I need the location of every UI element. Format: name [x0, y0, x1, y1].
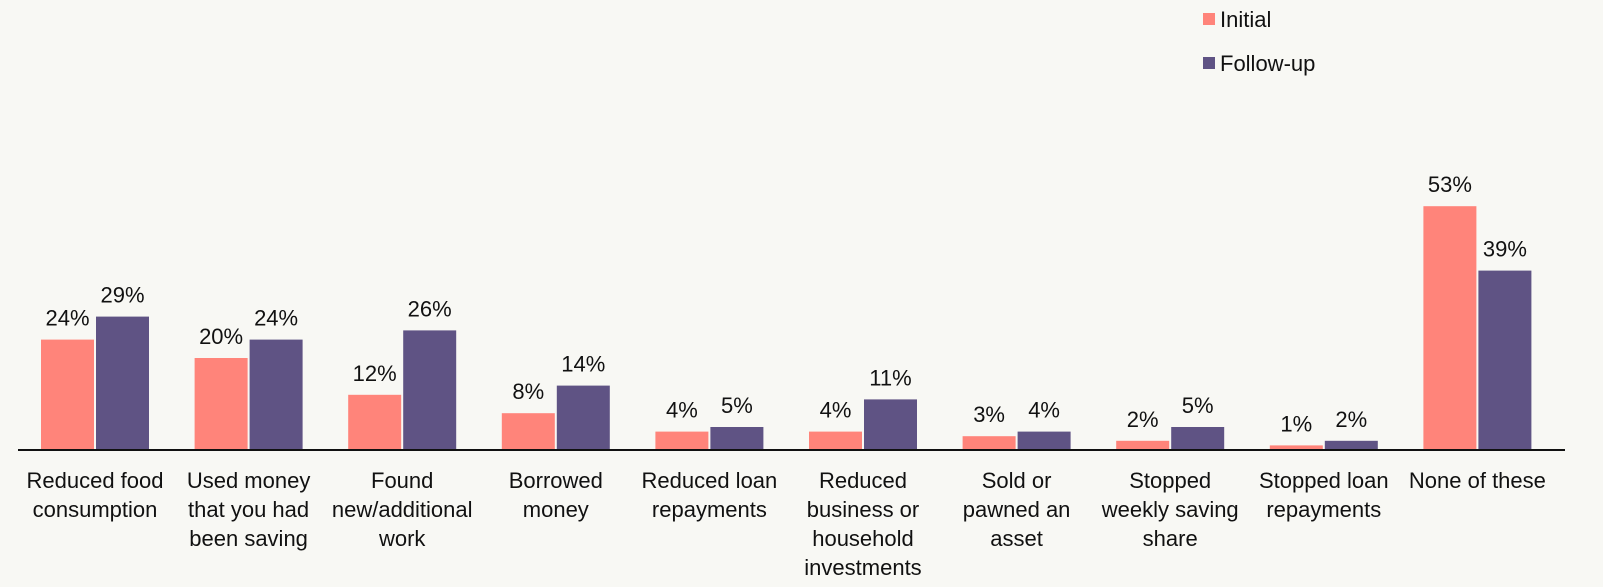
value-label-follow-up-0: 29%	[100, 283, 144, 308]
value-label-initial-6: 3%	[973, 402, 1005, 427]
category-label-3: Borrowed money	[509, 468, 603, 522]
bar-initial-5	[809, 431, 862, 450]
category-label-9: None of these	[1409, 468, 1546, 493]
bar-initial-2	[348, 394, 402, 450]
value-label-follow-up-3: 14%	[561, 352, 605, 377]
category-label-2: Found new/additional work	[332, 468, 473, 551]
bar-initial-7	[1116, 440, 1170, 450]
bar-follow-up-8	[1324, 440, 1378, 450]
category-label-6: Sold or pawned an asset	[963, 468, 1071, 551]
value-label-follow-up-1: 24%	[254, 306, 298, 331]
value-label-follow-up-8: 2%	[1335, 407, 1367, 432]
bar-follow-up-7	[1171, 427, 1225, 450]
value-label-follow-up-2: 26%	[408, 296, 452, 321]
legend-swatch-initial	[1203, 13, 1215, 25]
value-label-initial-1: 20%	[199, 324, 243, 349]
value-label-follow-up-6: 4%	[1028, 398, 1060, 423]
bar-follow-up-1	[249, 339, 303, 450]
value-label-initial-4: 4%	[666, 398, 698, 423]
bar-follow-up-5	[864, 399, 917, 450]
category-label-8: Stopped loan repayments	[1259, 468, 1389, 522]
value-label-follow-up-7: 5%	[1182, 393, 1214, 418]
value-label-initial-7: 2%	[1127, 407, 1159, 432]
value-labels-layer: 24% 29% 20% 24% 12% 26% 8% 14% 4% 5% 4% 11% 3% 4% 2% 5%…	[45, 172, 1526, 436]
bar-initial-1	[194, 358, 248, 450]
value-label-follow-up-4: 5%	[721, 393, 753, 418]
value-label-initial-2: 12%	[353, 361, 397, 386]
bar-follow-up-3	[556, 385, 610, 450]
bar-initial-8	[1269, 445, 1323, 450]
bar-initial-0	[41, 339, 94, 450]
bar-follow-up-9	[1478, 270, 1532, 450]
value-label-initial-8: 1%	[1280, 411, 1312, 436]
category-label-1: Used money that you had been saving	[187, 468, 311, 551]
legend-label-initial: Initial	[1220, 7, 1271, 32]
category-label-0: Reduced food consumption	[27, 468, 164, 522]
value-label-initial-9: 53%	[1428, 172, 1472, 197]
bars-layer	[41, 206, 1532, 450]
category-label-5: Reduced business or household investments	[804, 468, 921, 580]
value-label-initial-0: 24%	[45, 306, 89, 331]
category-label-4: Reduced loan repayments	[642, 468, 778, 522]
bar-initial-6	[962, 436, 1016, 450]
bar-follow-up-4	[710, 427, 764, 450]
legend: Initial Follow-up	[1203, 7, 1315, 76]
bar-follow-up-2	[403, 330, 457, 450]
value-label-initial-3: 8%	[512, 379, 544, 404]
legend-swatch-follow-up	[1203, 57, 1215, 69]
value-label-initial-5: 4%	[820, 398, 852, 423]
bar-initial-3	[501, 413, 555, 450]
bar-follow-up-0	[96, 316, 149, 450]
category-label-7: Stopped weekly saving share	[1101, 468, 1239, 551]
legend-label-follow-up: Follow-up	[1220, 51, 1315, 76]
category-labels-layer: Reduced food consumption Used money that yo…	[27, 468, 1546, 580]
value-label-follow-up-5: 11%	[869, 365, 911, 390]
bar-initial-9	[1423, 206, 1477, 450]
bar-initial-4	[655, 431, 709, 450]
bar-follow-up-6	[1017, 431, 1071, 450]
value-label-follow-up-9: 39%	[1483, 237, 1527, 262]
